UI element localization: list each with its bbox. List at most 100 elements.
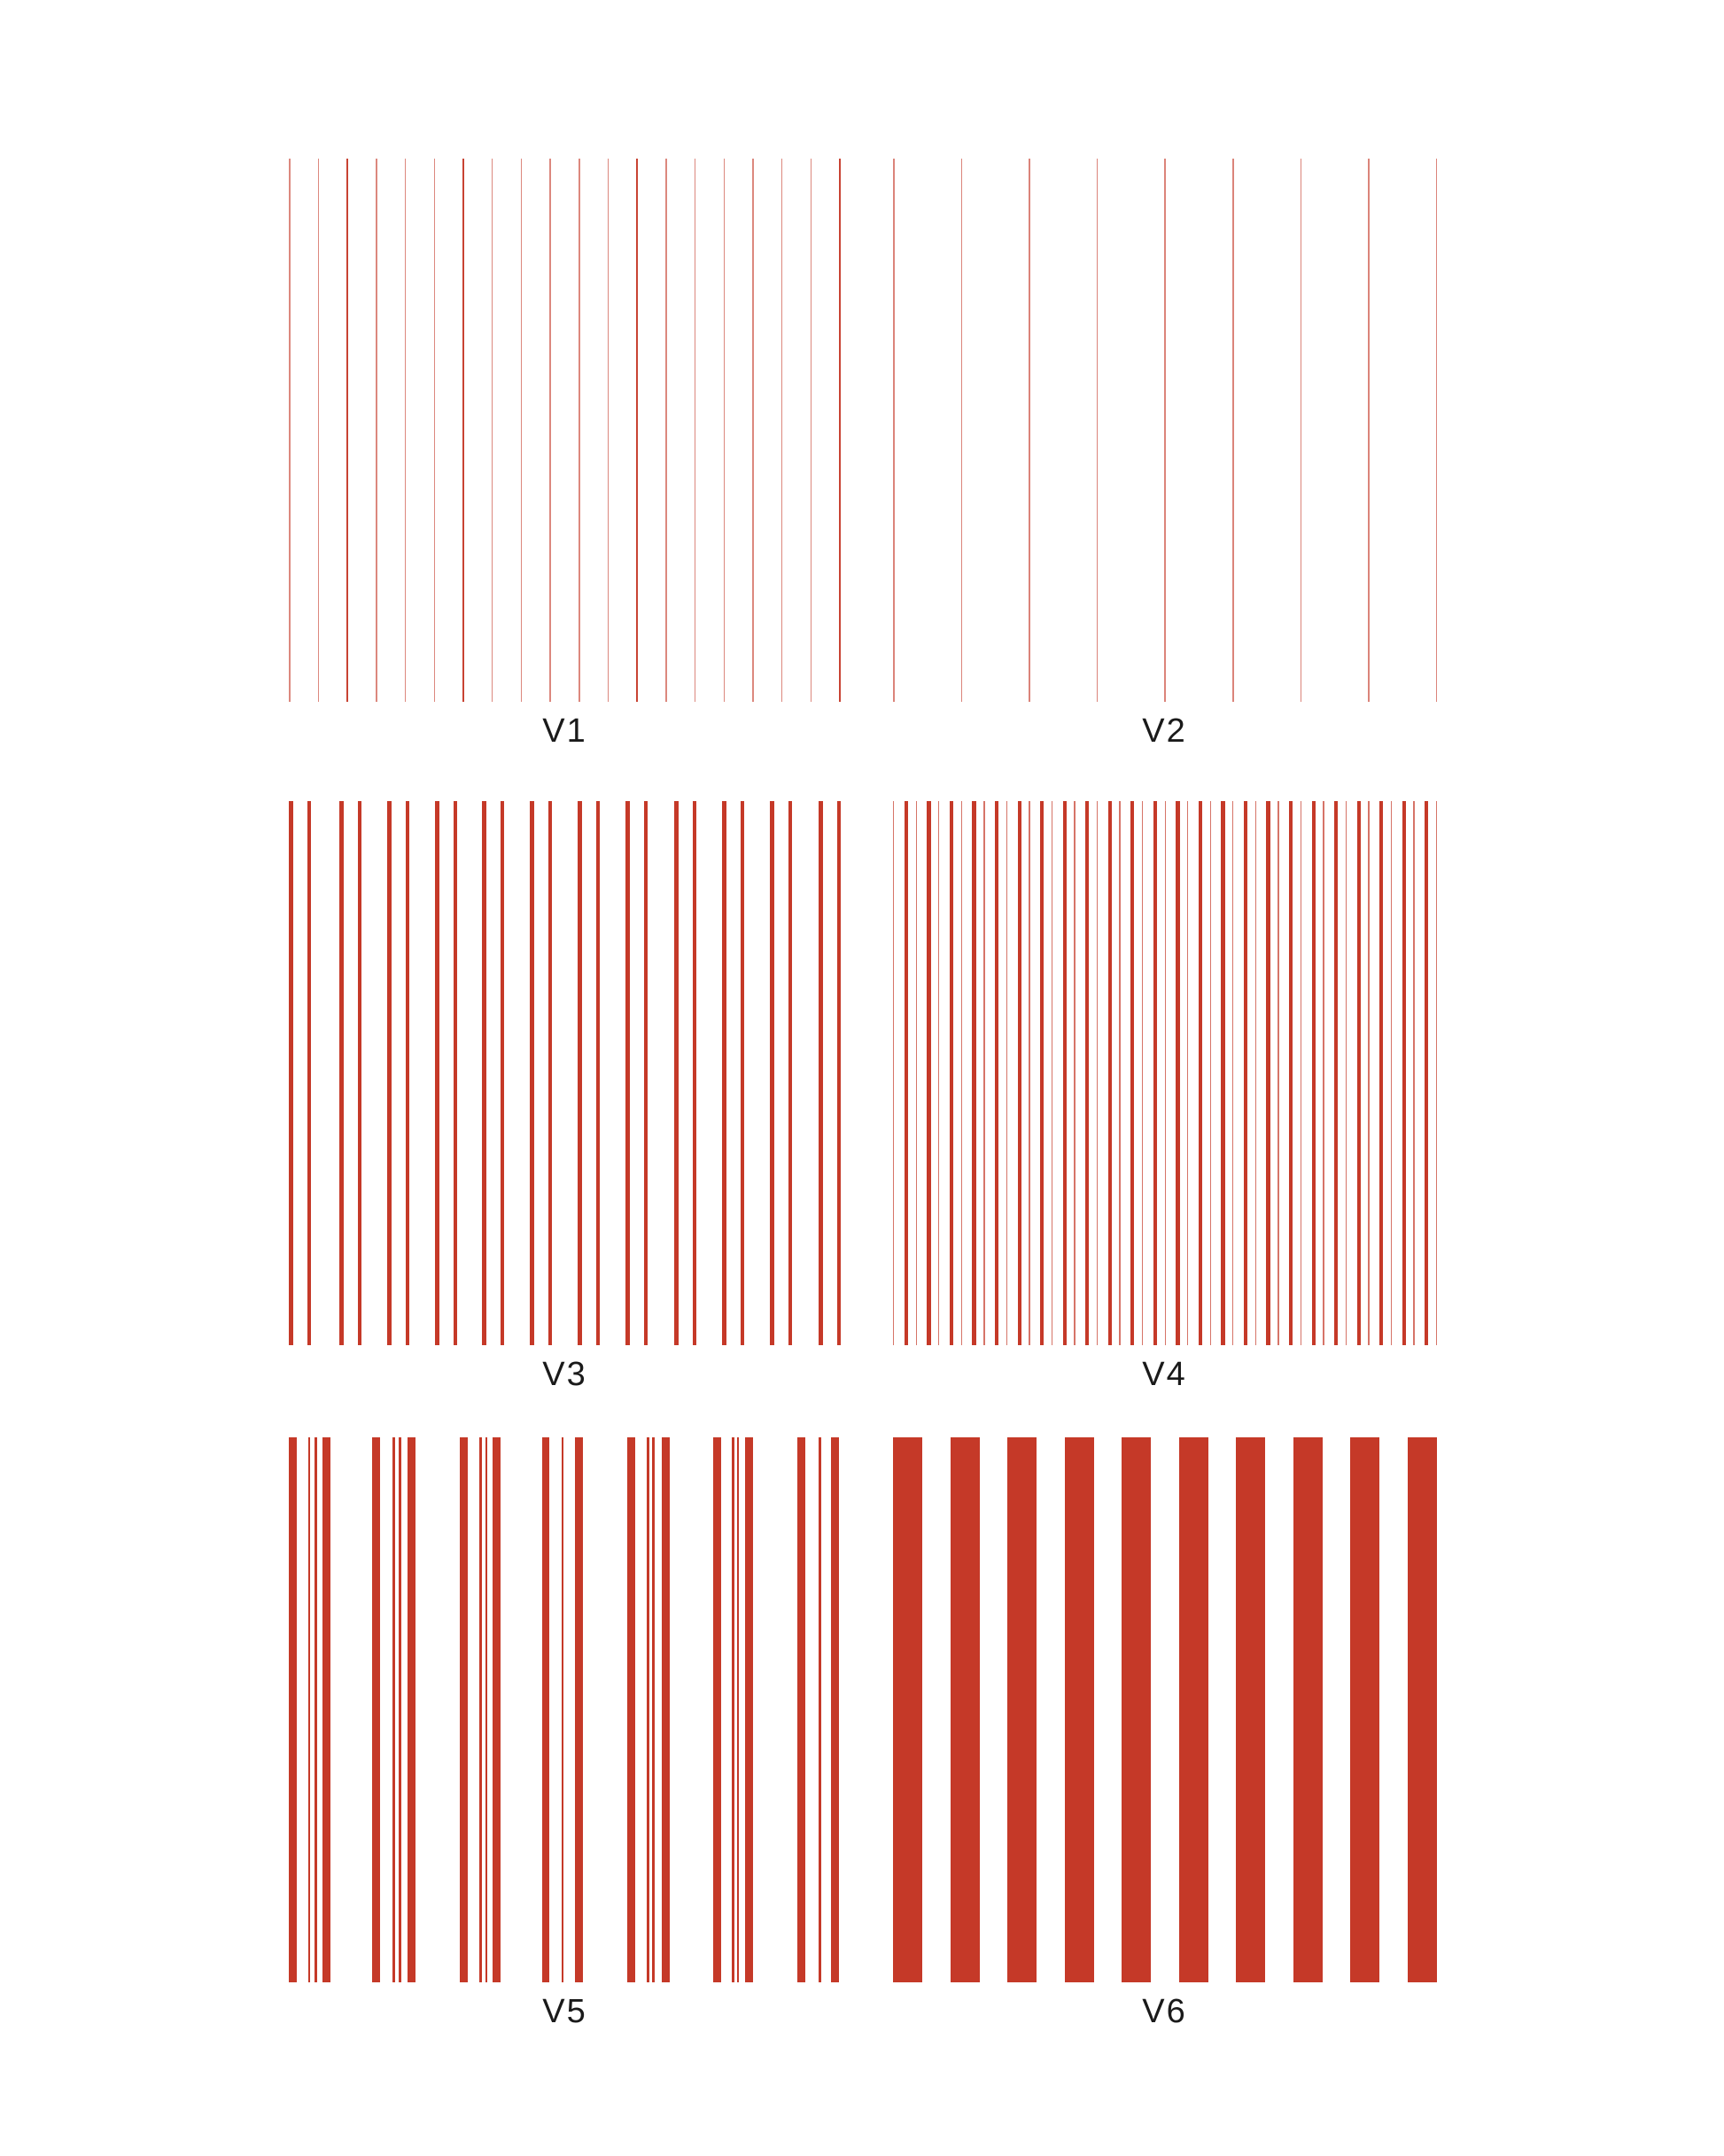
- stripe: [339, 801, 344, 1345]
- stripe: [549, 159, 551, 702]
- stripe: [289, 159, 291, 702]
- stripe: [839, 159, 841, 702]
- stripe: [493, 1437, 501, 1982]
- stripe: [662, 1437, 670, 1982]
- stripe: [405, 801, 409, 1345]
- stripe: [1122, 1437, 1151, 1982]
- stripe: [1345, 801, 1347, 1345]
- stripe: [1085, 801, 1090, 1345]
- stripe: [736, 1437, 739, 1982]
- stripe: [482, 801, 486, 1345]
- stripe: [1379, 801, 1384, 1345]
- stripe: [1232, 159, 1234, 702]
- stripe: [1187, 801, 1189, 1345]
- stripe: [1402, 801, 1406, 1345]
- stripe: [485, 1437, 487, 1982]
- stripe: [289, 1437, 297, 1982]
- stripe: [652, 1437, 655, 1982]
- stripe: [607, 159, 610, 702]
- stripe: [1107, 801, 1112, 1345]
- stripe: [1407, 1437, 1437, 1982]
- stripe: [1435, 159, 1438, 702]
- stripe: [938, 801, 940, 1345]
- stripe: [694, 159, 696, 702]
- stripe: [960, 159, 963, 702]
- stripe: [893, 801, 895, 1345]
- panel-label-v3: V3: [542, 1356, 587, 1393]
- stripe: [819, 1437, 821, 1982]
- stripe-panel-v2: [893, 159, 1438, 702]
- stripe: [950, 1437, 980, 1982]
- stripe: [960, 801, 962, 1345]
- stripe: [433, 159, 436, 702]
- stripe: [547, 801, 552, 1345]
- stripe: [665, 159, 667, 702]
- stripe: [745, 1437, 753, 1982]
- stripe: [643, 801, 648, 1345]
- stripe: [1142, 801, 1144, 1345]
- stripe: [1096, 801, 1099, 1345]
- stripe: [307, 1437, 310, 1982]
- stripe: [500, 801, 504, 1345]
- stripe: [1062, 801, 1067, 1345]
- stripe: [1436, 801, 1438, 1345]
- stripe: [372, 1437, 380, 1982]
- stripe: [722, 801, 726, 1345]
- stripe: [797, 1437, 805, 1982]
- stripe: [972, 801, 976, 1345]
- stripe: [1017, 801, 1021, 1345]
- stripe: [831, 1437, 839, 1982]
- stripe: [983, 801, 985, 1345]
- stripe: [462, 159, 464, 702]
- stripe: [1096, 159, 1099, 702]
- stripe: [915, 801, 917, 1345]
- stripe: [1209, 801, 1211, 1345]
- stripe: [1293, 1437, 1323, 1982]
- stripe: [346, 159, 348, 702]
- stripe: [408, 1437, 415, 1982]
- stripe: [780, 159, 783, 702]
- stripe: [1368, 159, 1370, 702]
- stripe: [723, 159, 726, 702]
- panel-label-v5: V5: [542, 1993, 587, 2030]
- stripe: [1064, 1437, 1094, 1982]
- stripe: [579, 159, 580, 702]
- stripe: [1350, 1437, 1379, 1982]
- stripe: [893, 159, 895, 702]
- stripe: [1289, 801, 1293, 1345]
- stripe: [387, 801, 392, 1345]
- stripe: [1425, 801, 1429, 1345]
- panel-label-v2: V2: [1142, 712, 1187, 750]
- stripe-panel-v3: [289, 801, 841, 1345]
- stripe: [636, 159, 638, 702]
- stripe: [1178, 1437, 1208, 1982]
- stripe: [357, 801, 361, 1345]
- stripe: [1006, 801, 1008, 1345]
- stripe: [1334, 801, 1339, 1345]
- stripe-panel-v1: [289, 159, 841, 702]
- stripe: [1221, 801, 1225, 1345]
- panel-label-v1: V1: [542, 712, 587, 750]
- stripe: [578, 801, 582, 1345]
- stripe: [1198, 801, 1203, 1345]
- stripe: [836, 801, 841, 1345]
- stripe: [1153, 801, 1157, 1345]
- stripe: [740, 801, 744, 1345]
- stripe: [561, 1437, 564, 1982]
- stripe: [530, 801, 534, 1345]
- panel-label-v4: V4: [1142, 1356, 1187, 1393]
- stripe: [435, 801, 439, 1345]
- stripe: [713, 1437, 721, 1982]
- stripe: [1007, 1437, 1037, 1982]
- stripe: [399, 1437, 401, 1982]
- stripe: [479, 1437, 482, 1982]
- stripe: [994, 801, 999, 1345]
- stripe: [595, 801, 600, 1345]
- stripe: [927, 801, 931, 1345]
- stripe: [520, 159, 523, 702]
- stripe: [453, 801, 457, 1345]
- stripe: [1164, 159, 1166, 702]
- stripe: [1277, 801, 1279, 1345]
- stripe: [541, 1437, 549, 1982]
